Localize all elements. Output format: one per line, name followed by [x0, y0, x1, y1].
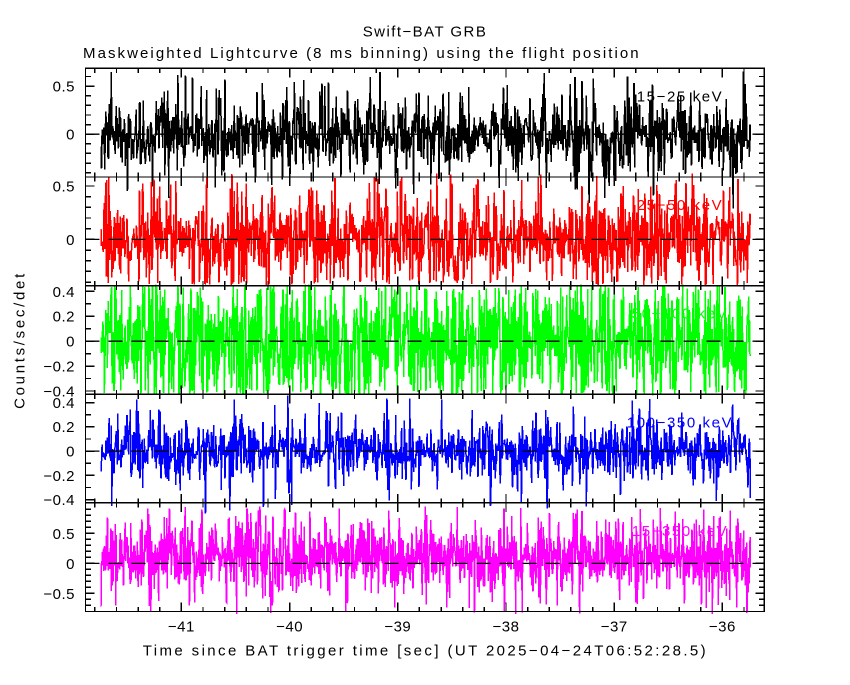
- svg-text:25−50 keV: 25−50 keV: [637, 197, 724, 214]
- svg-text:0.4: 0.4: [53, 284, 75, 301]
- svg-text:Maskweighted Lightcurve (8 ms: Maskweighted Lightcurve (8 ms binning) u…: [83, 45, 641, 62]
- svg-text:100−350 keV: 100−350 keV: [627, 414, 733, 431]
- svg-text:15−25 keV: 15−25 keV: [637, 88, 724, 105]
- svg-text:−36: −36: [709, 619, 736, 636]
- svg-text:−0.2: −0.2: [43, 359, 75, 376]
- svg-text:Swift−BAT GRB: Swift−BAT GRB: [363, 23, 488, 40]
- svg-text:0: 0: [66, 127, 75, 144]
- svg-text:0: 0: [66, 444, 75, 461]
- svg-text:15−350 keV: 15−350 keV: [632, 523, 729, 540]
- svg-text:Counts/sec/det: Counts/sec/det: [12, 271, 29, 409]
- svg-text:0.5: 0.5: [53, 526, 75, 543]
- svg-text:−0.2: −0.2: [43, 468, 75, 485]
- svg-text:−0.4: −0.4: [43, 492, 75, 509]
- svg-text:0: 0: [66, 556, 75, 573]
- svg-text:−40: −40: [276, 619, 303, 636]
- svg-text:Time since BAT trigger time [s: Time since BAT trigger time [sec] (UT 20…: [143, 643, 708, 660]
- svg-text:−0.4: −0.4: [43, 383, 75, 400]
- svg-text:0: 0: [66, 232, 75, 249]
- svg-text:0.4: 0.4: [53, 395, 75, 412]
- svg-text:0.2: 0.2: [53, 419, 75, 436]
- svg-text:−41: −41: [168, 619, 195, 636]
- svg-text:0.5: 0.5: [53, 178, 75, 195]
- svg-text:−38: −38: [493, 619, 520, 636]
- svg-text:−0.5: −0.5: [43, 586, 75, 603]
- svg-text:0: 0: [66, 334, 75, 351]
- svg-text:−39: −39: [384, 619, 411, 636]
- svg-text:0.5: 0.5: [53, 79, 75, 96]
- svg-text:0.2: 0.2: [53, 309, 75, 326]
- svg-text:50−100 keV: 50−100 keV: [632, 306, 729, 323]
- svg-text:−37: −37: [601, 619, 628, 636]
